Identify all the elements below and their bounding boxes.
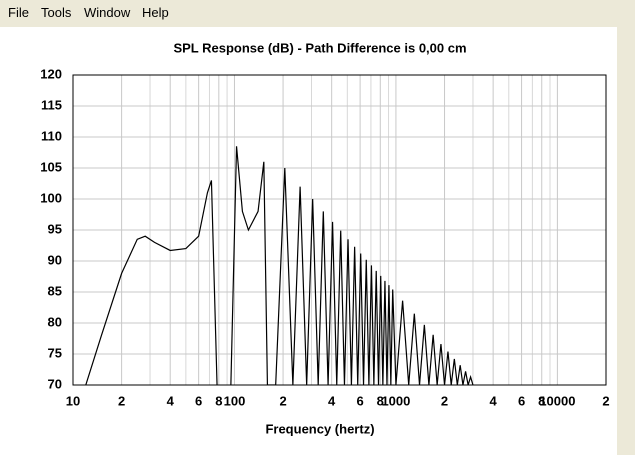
x-tick-label: 4 [167, 393, 175, 408]
y-tick-label: 95 [48, 221, 62, 236]
plot-border [72, 74, 607, 386]
x-tick-label: 6 [356, 393, 363, 408]
y-tick-label: 80 [48, 314, 62, 329]
x-tick-label: 10 [66, 393, 80, 408]
menu-item[interactable]: Help [142, 5, 169, 20]
y-tick-label: 100 [40, 190, 62, 205]
x-tick-label: 4 [328, 393, 336, 408]
chart-background [0, 27, 617, 455]
x-tick-label: 8 [215, 393, 222, 408]
x-axis-label: Frequency (hertz) [265, 421, 374, 436]
x-tick-label: 1000 [381, 393, 410, 408]
menu-bar: File Tools Window Help [0, 0, 635, 26]
menu-item[interactable]: Window [84, 5, 131, 20]
y-tick-label: 110 [41, 128, 62, 143]
y-tick-label: 120 [40, 66, 62, 81]
menu-item[interactable]: Tools [41, 5, 72, 20]
y-tick-label: 105 [40, 159, 62, 174]
y-tick-label: 75 [48, 345, 62, 360]
chart-title: SPL Response (dB) - Path Difference is 0… [173, 40, 466, 55]
x-tick-label: 8 [538, 393, 545, 408]
y-tick-label: 90 [48, 252, 62, 267]
response-line [85, 146, 474, 385]
x-tick-label: 4 [490, 393, 498, 408]
y-tick-label: 70 [48, 376, 62, 391]
y-tick-label: 85 [48, 283, 62, 298]
x-tick-label: 10000 [539, 393, 575, 408]
x-tick-label: 2 [279, 393, 286, 408]
x-tick-label: 2 [118, 393, 125, 408]
x-tick-label: 100 [224, 393, 246, 408]
x-tick-label: 2 [602, 393, 609, 408]
chart: SPL Response (dB) - Path Difference is 0… [0, 27, 617, 455]
x-tick-label: 6 [518, 393, 525, 408]
x-tick-label: 6 [195, 393, 202, 408]
y-tick-label: 115 [41, 97, 62, 112]
x-tick-label: 2 [441, 393, 448, 408]
menu-item[interactable]: File [8, 5, 29, 20]
x-tick-label: 8 [377, 393, 384, 408]
